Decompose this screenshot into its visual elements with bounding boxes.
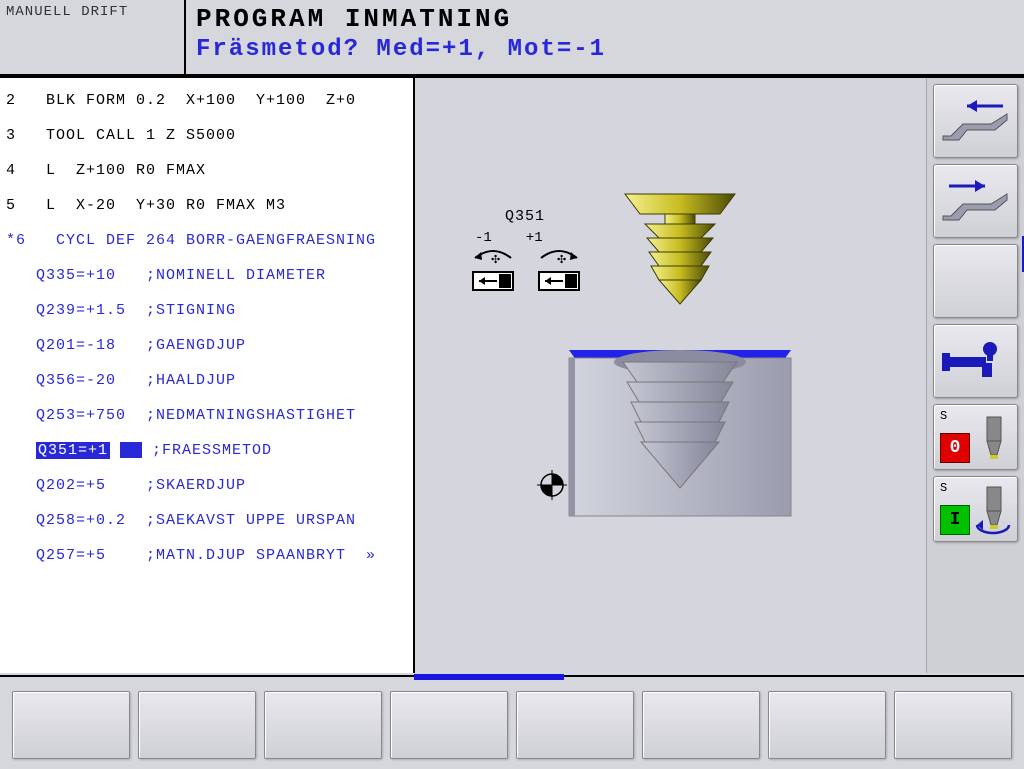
approach-left-button[interactable]: [933, 84, 1018, 158]
softkey-4[interactable]: [390, 691, 508, 759]
param-line[interactable]: Q258=+0.2 ;SAEKAVST UPPE URSPAN: [6, 510, 407, 531]
screen-title: PROGRAM INMATNING: [196, 4, 1014, 34]
mode-label: MANUELL DRIFT: [6, 4, 128, 20]
spindle-stop-button[interactable]: S 0: [933, 404, 1018, 470]
param-label: Q351: [505, 208, 545, 225]
param-line[interactable]: Q253=+750 ;NEDMATNINGSHASTIGHET: [6, 405, 407, 426]
s-label-1: S: [940, 409, 947, 423]
right-toolbar: S 0 S I: [926, 78, 1024, 673]
approach-left-icon: [937, 96, 1015, 146]
prompt-text: Fräsmetod? Med=+1, Mot=-1: [196, 36, 1014, 63]
origin-icon: [537, 470, 567, 500]
param-line[interactable]: Q356=-20 ;HAALDJUP: [6, 370, 407, 391]
svg-text:✣: ✣: [491, 254, 500, 267]
header: MANUELL DRIFT PROGRAM INMATNING Fräsmeto…: [0, 0, 1024, 78]
threadmill-icon: [605, 186, 755, 326]
s-label-2: S: [940, 481, 947, 495]
softkey-1[interactable]: [12, 691, 130, 759]
svg-text:✣: ✣: [557, 254, 566, 267]
softkey-2[interactable]: [138, 691, 256, 759]
code-line[interactable]: *6 CYCL DEF 264 BORR-GAENGFRAESNING: [6, 230, 407, 251]
approach-right-button[interactable]: [933, 164, 1018, 238]
softkey-7[interactable]: [768, 691, 886, 759]
start-indicator: I: [940, 505, 970, 535]
program-listing[interactable]: 2 BLK FORM 0.2 X+100 Y+100 Z+0 3 TOOL CAL…: [0, 78, 415, 673]
code-line[interactable]: 3 TOOL CALL 1 Z S5000: [6, 125, 407, 146]
stop-indicator: 0: [940, 433, 970, 463]
empty-button-1[interactable]: [933, 244, 1018, 318]
approach-right-icon: [937, 176, 1015, 226]
mode-tile: MANUELL DRIFT: [0, 0, 186, 76]
param-line[interactable]: Q335=+10 ;NOMINELL DIAMETER: [6, 265, 407, 286]
softkey-5[interactable]: [516, 691, 634, 759]
param-line[interactable]: Q257=+5 ;MATN.DJUP SPAANBRYT »: [6, 545, 407, 566]
ccw-icon: ✣: [467, 246, 519, 294]
cycle-graphic: Q351 -1 +1 ✣ ✣: [415, 78, 926, 673]
spindle-rotate-icon: [973, 485, 1013, 535]
direction-icons: ✣ ✣: [467, 246, 585, 294]
code-line[interactable]: 2 BLK FORM 0.2 X+100 Y+100 Z+0: [6, 90, 407, 111]
softkey-3[interactable]: [264, 691, 382, 759]
spindle-start-button[interactable]: S I: [933, 476, 1018, 542]
minus-label: -1: [475, 230, 492, 246]
main-area: 2 BLK FORM 0.2 X+100 Y+100 Z+0 3 TOOL CAL…: [0, 78, 1024, 673]
code-line[interactable]: 5 L X-20 Y+30 R0 FMAX M3: [6, 195, 407, 216]
cw-icon: ✣: [533, 246, 585, 294]
workpiece-icon: [555, 338, 805, 538]
coolant-button[interactable]: [933, 324, 1018, 398]
param-line[interactable]: Q201=-18 ;GAENGDJUP: [6, 335, 407, 356]
header-main: PROGRAM INMATNING Fräsmetod? Med=+1, Mot…: [186, 0, 1024, 76]
faucet-icon: [940, 339, 1012, 383]
softkey-8[interactable]: [894, 691, 1012, 759]
softkey-bar: [0, 675, 1024, 769]
param-line[interactable]: Q351=+1 ;FRAESSMETOD: [6, 440, 407, 461]
softkey-6[interactable]: [642, 691, 760, 759]
code-line[interactable]: 4 L Z+100 R0 FMAX: [6, 160, 407, 181]
plus-label: +1: [526, 230, 543, 246]
spindle-icon: [979, 415, 1009, 461]
param-line[interactable]: Q202=+5 ;SKAERDJUP: [6, 475, 407, 496]
softkey-page-marker: [414, 674, 564, 680]
param-line[interactable]: Q239=+1.5 ;STIGNING: [6, 300, 407, 321]
direction-labels: -1 +1: [475, 230, 543, 246]
